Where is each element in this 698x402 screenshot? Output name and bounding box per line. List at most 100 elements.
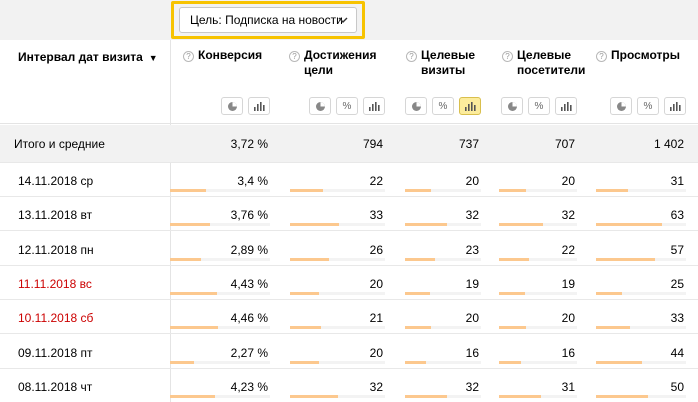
row-date: 10.11.2018 сб xyxy=(18,311,94,325)
cell-target_visitors: 19 xyxy=(561,277,575,291)
value-bar xyxy=(170,189,270,192)
cell-target_visits: 16 xyxy=(465,346,479,360)
table-row[interactable]: 10.11.2018 сб 4,46 % 21 20 20 33 xyxy=(0,300,698,334)
table-row[interactable]: 11.11.2018 вс 4,43 % 20 19 19 25 xyxy=(0,266,698,300)
help-icon[interactable]: ? xyxy=(406,51,417,62)
column-header-label: Конверсия xyxy=(198,48,263,62)
value-bar xyxy=(170,292,270,295)
pie-chart-icon[interactable] xyxy=(501,97,523,115)
cell-target_visits: 23 xyxy=(465,243,479,257)
value-bar xyxy=(170,361,270,364)
help-icon[interactable]: ? xyxy=(183,51,194,62)
cell-target_visitors: 20 xyxy=(561,174,575,188)
goal-filter-highlight xyxy=(171,1,365,39)
percent-toggle-icon[interactable]: % xyxy=(432,97,454,115)
totals-value-target_visitors: 707 xyxy=(554,137,575,151)
column-header-label-line2: цели xyxy=(304,63,334,77)
cell-target_visits: 20 xyxy=(465,311,479,325)
cell-target_visitors: 31 xyxy=(561,380,575,394)
table-row[interactable]: 09.11.2018 пт 2,27 % 20 16 16 44 xyxy=(0,335,698,369)
cell-conversion: 4,46 % xyxy=(230,311,268,325)
cell-goal_reaches: 26 xyxy=(369,243,383,257)
dimension-header-label: Интервал дат визита xyxy=(18,50,143,64)
pie-chart-icon[interactable] xyxy=(221,97,243,115)
sort-desc-icon[interactable]: ▼ xyxy=(148,53,158,63)
totals-value-conversion: 3,72 % xyxy=(230,137,268,151)
cell-goal_reaches: 22 xyxy=(369,174,383,188)
chevron-down-icon xyxy=(338,17,348,23)
cell-goal_reaches: 32 xyxy=(369,380,383,394)
cell-target_visits: 32 xyxy=(465,208,479,222)
dimension-header[interactable]: Интервал дат визита ▼ xyxy=(18,50,158,64)
value-bar xyxy=(596,223,686,226)
value-bar xyxy=(405,189,481,192)
cell-target_visitors: 16 xyxy=(561,346,575,360)
pie-chart-icon[interactable] xyxy=(309,97,331,115)
percent-toggle-icon[interactable]: % xyxy=(528,97,550,115)
column-header-conversion[interactable]: ? Конверсия xyxy=(183,48,262,63)
row-date: 08.11.2018 чт xyxy=(18,380,93,394)
cell-conversion: 3,76 % xyxy=(230,208,268,222)
row-date: 11.11.2018 вс xyxy=(18,277,92,291)
table-row[interactable]: 08.11.2018 чт 4,23 % 32 32 31 50 xyxy=(0,369,698,402)
value-bar xyxy=(290,189,385,192)
cell-target_visitors: 22 xyxy=(561,243,575,257)
value-bar xyxy=(290,223,385,226)
value-bar xyxy=(405,326,481,329)
value-bar xyxy=(499,189,577,192)
value-bar xyxy=(170,326,270,329)
value-bar xyxy=(170,258,270,261)
row-date: 09.11.2018 пт xyxy=(18,346,93,360)
cell-target_visits: 19 xyxy=(465,277,479,291)
pie-chart-icon[interactable] xyxy=(405,97,427,115)
value-bar xyxy=(290,361,385,364)
cell-goal_reaches: 20 xyxy=(369,277,383,291)
column-header-pageviews[interactable]: ? Просмотры xyxy=(596,48,680,63)
cell-target_visitors: 20 xyxy=(561,311,575,325)
cell-conversion: 2,89 % xyxy=(230,243,268,257)
cell-pageviews: 50 xyxy=(670,380,684,394)
value-bar xyxy=(596,189,686,192)
bar-chart-icon[interactable] xyxy=(664,97,686,115)
column-header-goal_reaches[interactable]: ? Достижения цели xyxy=(289,48,376,78)
table-row[interactable]: 13.11.2018 вт 3,76 % 33 32 32 63 xyxy=(0,197,698,231)
cell-goal_reaches: 20 xyxy=(369,346,383,360)
table-header: Интервал дат визита ▼ ? Конверсия ? Достижен… xyxy=(0,40,698,124)
value-bar xyxy=(499,361,577,364)
column-header-label: Целевые xyxy=(517,48,572,62)
pie-chart-icon[interactable] xyxy=(610,97,632,115)
bar-chart-icon[interactable] xyxy=(555,97,577,115)
table-row[interactable]: 12.11.2018 пн 2,89 % 26 23 22 57 xyxy=(0,232,698,266)
cell-pageviews: 25 xyxy=(670,277,684,291)
bar-chart-icon[interactable] xyxy=(248,97,270,115)
value-bar xyxy=(596,326,686,329)
row-date: 14.11.2018 ср xyxy=(18,174,94,188)
row-date: 12.11.2018 пн xyxy=(18,243,94,257)
table-row[interactable]: 14.11.2018 ср 3,4 % 22 20 20 31 xyxy=(0,163,698,197)
bar-chart-icon[interactable] xyxy=(363,97,385,115)
cell-goal_reaches: 33 xyxy=(369,208,383,222)
column-header-target_visitors[interactable]: ? Целевые посетители xyxy=(502,48,585,78)
value-bar xyxy=(405,223,481,226)
percent-toggle-icon[interactable]: % xyxy=(637,97,659,115)
row-date: 13.11.2018 вт xyxy=(18,208,93,222)
value-bar xyxy=(596,258,686,261)
view-toggle-group: % xyxy=(309,97,385,115)
percent-toggle-icon[interactable]: % xyxy=(336,97,358,115)
value-bar xyxy=(405,258,481,261)
view-toggle-group: % xyxy=(610,97,686,115)
value-bar xyxy=(405,395,481,398)
totals-value-pageviews: 1 402 xyxy=(653,137,684,151)
help-icon[interactable]: ? xyxy=(596,51,607,62)
cell-target_visits: 32 xyxy=(465,380,479,394)
cell-conversion: 2,27 % xyxy=(230,346,268,360)
cell-pageviews: 33 xyxy=(670,311,684,325)
value-bar xyxy=(405,361,481,364)
cell-target_visitors: 32 xyxy=(561,208,575,222)
help-icon[interactable]: ? xyxy=(502,51,513,62)
value-bar xyxy=(290,292,385,295)
goal-filter-select[interactable]: Цель: Подписка на новости xyxy=(179,7,357,33)
column-header-target_visits[interactable]: ? Целевые визиты xyxy=(406,48,475,78)
help-icon[interactable]: ? xyxy=(289,51,300,62)
bar-chart-icon[interactable] xyxy=(459,97,481,115)
